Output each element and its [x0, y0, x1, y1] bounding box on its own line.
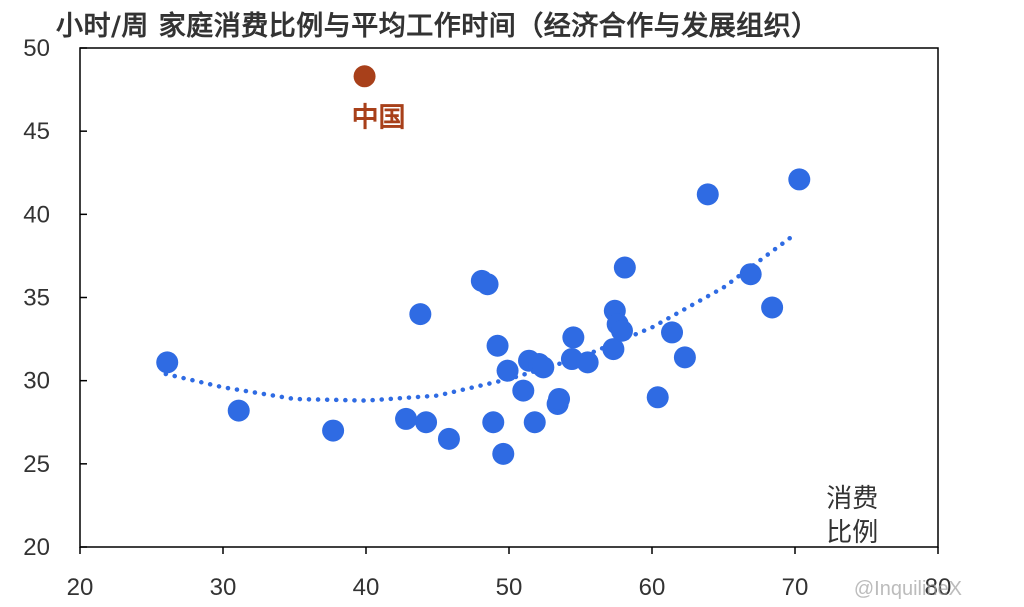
- data-point: [523, 411, 546, 434]
- data-point: [512, 379, 535, 402]
- x-tick-label: 60: [639, 574, 666, 601]
- data-point: [227, 399, 250, 422]
- data-point: [496, 359, 519, 382]
- data-point: [437, 427, 460, 450]
- axes: [79, 47, 939, 554]
- data-point: [409, 303, 432, 326]
- x-tick-label: 20: [67, 574, 94, 601]
- china-point: [353, 65, 376, 88]
- x-axis-label-line: 消费: [826, 484, 878, 514]
- data-point: [486, 334, 509, 357]
- data-point: [646, 386, 669, 409]
- x-tick-label: 80: [925, 574, 952, 601]
- data-point: [602, 338, 625, 361]
- data-point: [610, 319, 633, 342]
- data-point: [673, 346, 696, 369]
- data-point: [788, 168, 811, 191]
- data-point: [492, 442, 515, 465]
- trendline-group: [163, 232, 798, 403]
- china-label: 中国: [352, 102, 406, 133]
- china-group: 中国: [352, 65, 406, 133]
- plot-frame: [79, 47, 939, 548]
- y-tick-label: 25: [23, 451, 50, 478]
- data-point: [562, 326, 585, 349]
- data-point: [761, 296, 784, 319]
- tick-labels: 20 25 30 35 40 45 50 20 30 40 50 60 70 80: [23, 35, 951, 601]
- data-point: [548, 387, 571, 410]
- y-tick-label: 35: [23, 285, 50, 312]
- data-point: [532, 356, 555, 379]
- x-axis-label: 消费比例: [826, 484, 878, 548]
- x-axis-label-line: 比例: [826, 518, 878, 548]
- data-point: [739, 263, 762, 286]
- data-point: [476, 273, 499, 296]
- x-tick-label: 50: [496, 574, 523, 601]
- data-point: [322, 419, 345, 442]
- data-point: [482, 411, 505, 434]
- data-points: [156, 168, 811, 465]
- x-tick-label: 30: [210, 574, 237, 601]
- data-point: [661, 321, 684, 344]
- data-point: [696, 183, 719, 206]
- y-tick-label: 20: [23, 534, 50, 561]
- y-tick-label: 50: [23, 35, 50, 62]
- data-point: [156, 351, 179, 374]
- data-point: [395, 407, 418, 430]
- watermark: @InquilineX: [853, 578, 962, 600]
- data-point: [415, 411, 438, 434]
- chart-title: 小时/周 家庭消费比例与平均工作时间（经济合作与发展组织）: [56, 11, 819, 42]
- data-point: [576, 351, 599, 374]
- trendline: [163, 232, 798, 403]
- x-tick-label: 40: [353, 574, 380, 601]
- y-tick-label: 40: [23, 201, 50, 228]
- x-tick-label: 70: [782, 574, 809, 601]
- y-tick-label: 45: [23, 118, 50, 145]
- data-point: [613, 256, 636, 279]
- y-tick-label: 30: [23, 368, 50, 395]
